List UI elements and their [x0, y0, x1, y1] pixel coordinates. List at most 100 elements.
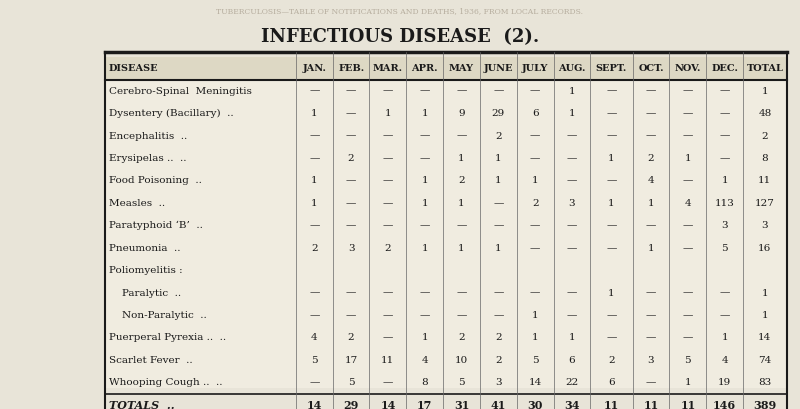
Text: —: — [719, 109, 730, 118]
Text: 6: 6 [608, 378, 614, 387]
Text: —: — [419, 221, 430, 230]
Text: 2: 2 [348, 154, 354, 163]
Text: 1: 1 [722, 176, 728, 185]
Text: TUBERCULOSIS—TABLE OF NOTIFICATIONS AND DEATHS, 1936, FROM LOCAL RECORDS.: TUBERCULOSIS—TABLE OF NOTIFICATIONS AND … [217, 7, 583, 15]
Text: 31: 31 [454, 400, 470, 409]
Text: 48: 48 [758, 109, 771, 118]
Text: —: — [309, 154, 319, 163]
Text: —: — [682, 132, 693, 141]
Text: —: — [419, 311, 430, 320]
Text: 1: 1 [532, 311, 538, 320]
Text: Erysipelas ..  ..: Erysipelas .. .. [109, 154, 186, 163]
Text: —: — [566, 154, 577, 163]
Text: Dysentery (Bacillary)  ..: Dysentery (Bacillary) .. [109, 109, 234, 118]
Text: 1: 1 [311, 109, 318, 118]
Text: —: — [719, 87, 730, 96]
Text: —: — [606, 311, 617, 320]
Text: 8: 8 [422, 378, 428, 387]
Text: —: — [382, 154, 393, 163]
Text: 1: 1 [608, 154, 614, 163]
Text: —: — [346, 87, 356, 96]
Text: —: — [719, 311, 730, 320]
Text: 3: 3 [648, 356, 654, 365]
Text: 1: 1 [762, 311, 768, 320]
Text: 22: 22 [566, 378, 578, 387]
Text: 389: 389 [754, 400, 777, 409]
Text: 17: 17 [345, 356, 358, 365]
Text: —: — [346, 199, 356, 208]
Text: —: — [346, 311, 356, 320]
Text: —: — [419, 132, 430, 141]
Text: —: — [646, 132, 656, 141]
Text: DISEASE: DISEASE [109, 64, 158, 73]
Text: 2: 2 [385, 244, 391, 253]
Text: 29: 29 [343, 400, 358, 409]
Text: —: — [566, 221, 577, 230]
Text: —: — [682, 289, 693, 298]
Text: 16: 16 [758, 244, 771, 253]
Text: —: — [419, 154, 430, 163]
Text: —: — [566, 289, 577, 298]
Text: 17: 17 [417, 400, 432, 409]
Text: 3: 3 [495, 378, 502, 387]
Text: —: — [682, 244, 693, 253]
Text: 1: 1 [495, 244, 502, 253]
Text: 1: 1 [422, 244, 428, 253]
Text: —: — [493, 311, 503, 320]
Text: 1: 1 [685, 378, 691, 387]
Text: 3: 3 [569, 199, 575, 208]
Text: 2: 2 [458, 333, 465, 342]
Text: —: — [419, 87, 430, 96]
Text: —: — [456, 289, 466, 298]
Text: 2: 2 [495, 132, 502, 141]
Text: —: — [719, 289, 730, 298]
Text: 5: 5 [722, 244, 728, 253]
Text: OCT.: OCT. [638, 64, 664, 73]
Text: Measles  ..: Measles .. [109, 199, 165, 208]
Text: 1: 1 [762, 87, 768, 96]
Text: —: — [606, 87, 617, 96]
Text: —: — [682, 311, 693, 320]
Text: 1: 1 [648, 244, 654, 253]
Text: —: — [646, 109, 656, 118]
Text: 11: 11 [758, 176, 771, 185]
Text: —: — [382, 176, 393, 185]
Text: 127: 127 [755, 199, 774, 208]
Text: —: — [419, 289, 430, 298]
Text: —: — [646, 87, 656, 96]
Text: —: — [530, 154, 540, 163]
Text: 5: 5 [685, 356, 691, 365]
Text: —: — [493, 289, 503, 298]
Text: —: — [682, 109, 693, 118]
Text: —: — [309, 289, 319, 298]
Text: —: — [606, 132, 617, 141]
Text: —: — [382, 378, 393, 387]
Text: 1: 1 [385, 109, 391, 118]
Text: 1: 1 [608, 199, 614, 208]
Text: —: — [309, 87, 319, 96]
Text: 4: 4 [311, 333, 318, 342]
Text: 6: 6 [569, 356, 575, 365]
Text: —: — [456, 221, 466, 230]
Text: 3: 3 [722, 221, 728, 230]
Text: 5: 5 [458, 378, 465, 387]
Text: 74: 74 [758, 356, 771, 365]
Text: 1: 1 [569, 87, 575, 96]
Text: —: — [493, 87, 503, 96]
Text: 1: 1 [311, 176, 318, 185]
Text: 5: 5 [532, 356, 538, 365]
Text: —: — [646, 311, 656, 320]
Text: 1: 1 [532, 176, 538, 185]
Text: JULY: JULY [522, 64, 548, 73]
Text: —: — [382, 132, 393, 141]
Text: AUG.: AUG. [558, 64, 586, 73]
Text: 1: 1 [458, 244, 465, 253]
Text: 34: 34 [564, 400, 580, 409]
Text: 6: 6 [532, 109, 538, 118]
Text: JAN.: JAN. [302, 64, 326, 73]
Text: 8: 8 [762, 154, 768, 163]
Text: —: — [346, 109, 356, 118]
Text: —: — [530, 87, 540, 96]
Text: 1: 1 [685, 154, 691, 163]
Text: —: — [382, 221, 393, 230]
